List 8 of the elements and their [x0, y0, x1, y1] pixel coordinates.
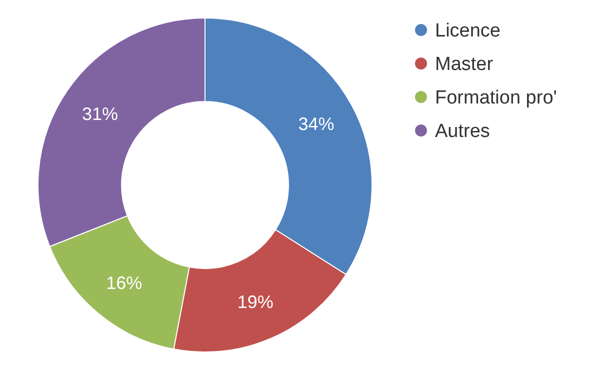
- data-label: 16%: [106, 273, 142, 294]
- legend-label: Formation pro': [435, 88, 557, 109]
- data-label: 34%: [298, 114, 334, 134]
- data-label: 19%: [237, 292, 274, 312]
- data-label: 31%: [82, 104, 118, 124]
- legend-label: Master: [435, 54, 494, 76]
- legend-label: Licence: [435, 20, 500, 42]
- legend-label: Autres: [435, 121, 490, 142]
